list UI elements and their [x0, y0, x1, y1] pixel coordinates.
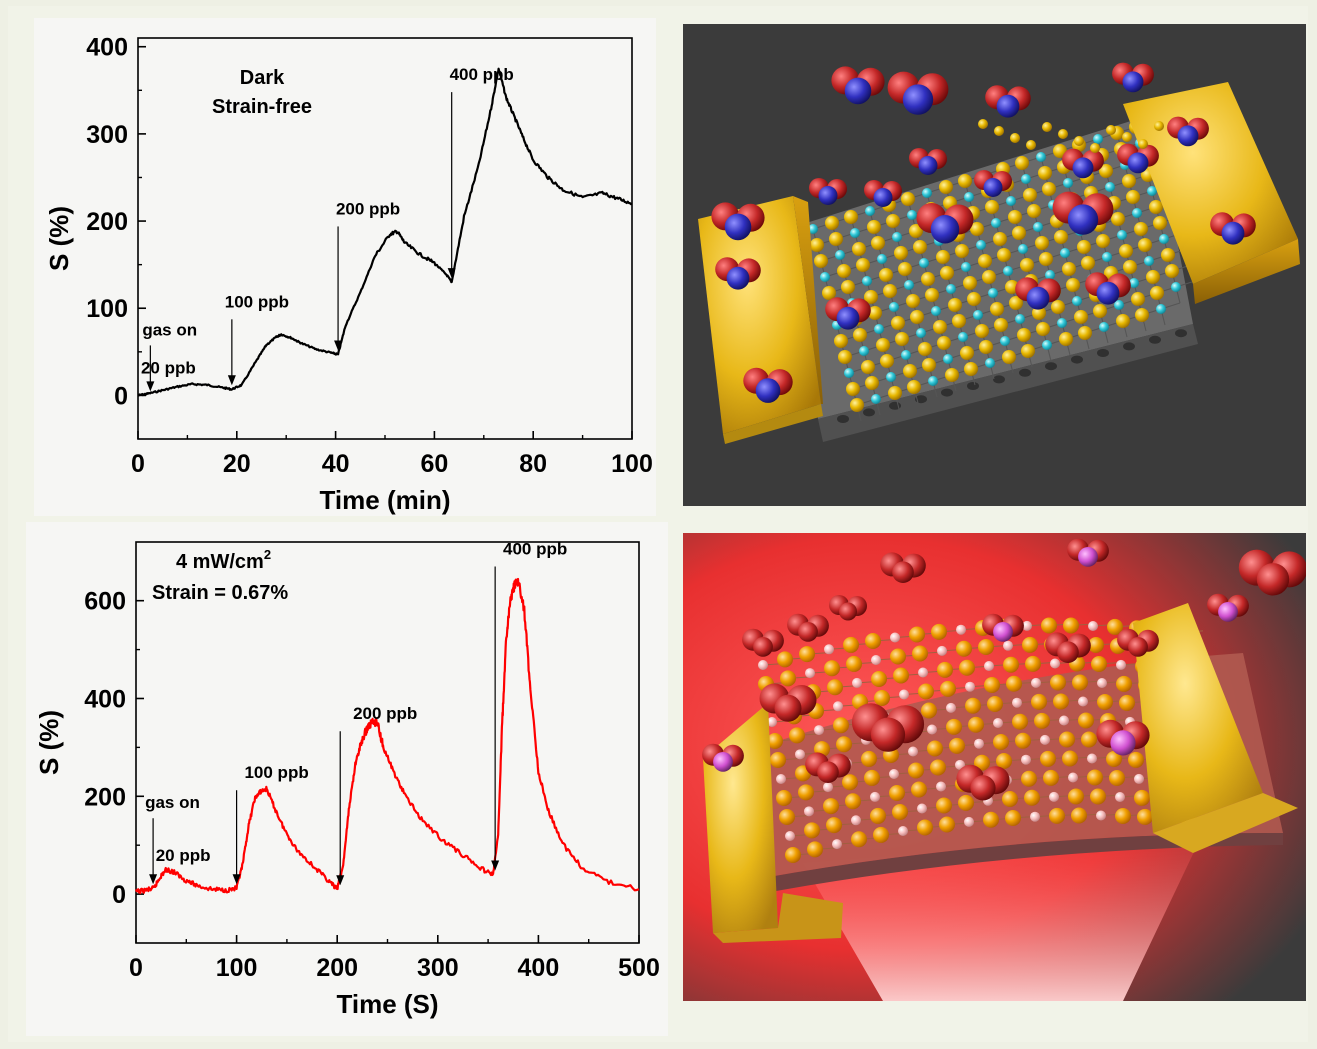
condition-label: Dark	[240, 67, 285, 89]
no2-molecule	[985, 85, 1031, 118]
right-electrode	[1123, 82, 1300, 304]
annotation-label: 100 ppb	[225, 292, 289, 311]
no2-molecule	[1238, 549, 1306, 596]
no2-molecule	[711, 202, 765, 241]
x-tick-label: 100	[216, 954, 258, 982]
right-electrode	[1133, 603, 1298, 853]
condition-label: 4 mW/cm2	[176, 547, 271, 573]
no2-molecule	[974, 170, 1012, 197]
no2-molecule	[1085, 272, 1131, 305]
no2-molecule	[743, 367, 793, 403]
sensor-dark-illustration	[683, 24, 1306, 506]
x-tick-label: 0	[131, 450, 145, 478]
no2-molecule	[831, 66, 885, 105]
no2-molecule	[1207, 593, 1249, 622]
annotation-label: 400 ppb	[450, 65, 514, 84]
no2-molecule	[809, 178, 847, 205]
series-line	[137, 67, 633, 397]
no2-molecule	[851, 703, 925, 752]
annotation-arrowhead	[336, 875, 345, 886]
no2-molecule	[715, 257, 761, 290]
x-tick-label: 500	[618, 954, 660, 982]
y-tick-label: 0	[112, 881, 126, 909]
y-tick-label: 200	[86, 208, 128, 236]
no2-molecule	[1112, 62, 1154, 93]
x-tick-label: 80	[519, 450, 547, 478]
y-tick-label: 400	[86, 34, 128, 62]
x-tick-label: 0	[129, 954, 143, 982]
annotation-label: 200 ppb	[336, 199, 400, 218]
annotation-label: 20 ppb	[156, 846, 211, 865]
chart-dark-strain-free: 0 20 40 60 80 100 0 100 200 300 400 Time (min) S (%)…	[44, 34, 653, 515]
x-axis-title: Time (min)	[320, 485, 451, 515]
y-tick-label: 300	[86, 121, 128, 149]
annotation-arrowhead	[227, 375, 236, 386]
x-tick-label: 400	[518, 954, 560, 982]
no2-molecule	[880, 552, 926, 583]
y-tick-label: 600	[84, 588, 126, 616]
no2-molecule	[1096, 719, 1150, 756]
x-tick-label: 300	[417, 954, 459, 982]
no2-molecule	[1117, 143, 1159, 174]
no2-molecule	[982, 613, 1024, 642]
no2-molecule	[916, 203, 974, 244]
y-tick-label: 100	[86, 295, 128, 323]
no2-molecule	[956, 764, 1010, 801]
annotation-arrowhead	[146, 381, 155, 392]
x-tick-label: 60	[420, 450, 448, 478]
no2-molecule	[864, 180, 902, 207]
series-line	[134, 577, 640, 895]
no2-molecule	[787, 613, 829, 642]
no2-molecule	[1045, 632, 1091, 663]
annotation-label: 400 ppb	[503, 540, 567, 559]
x-axis-title: Time (S)	[336, 989, 438, 1019]
no2-molecule	[1210, 212, 1256, 245]
light-beam	[803, 833, 1203, 1001]
no2-molecule	[1052, 191, 1114, 235]
condition-label: Strain-free	[212, 96, 312, 118]
no2-molecule	[1015, 277, 1061, 310]
annotation-arrowhead	[149, 874, 158, 885]
y-axis-title: S (%)	[34, 710, 64, 775]
annotation-label: 200 ppb	[353, 704, 417, 723]
left-electrode	[698, 196, 823, 444]
no2-molecule	[742, 628, 784, 657]
no2-molecule	[829, 595, 867, 621]
no2-molecule	[759, 683, 817, 722]
annotation-label: 20 ppb	[141, 358, 196, 377]
x-tick-label: 100	[611, 450, 653, 478]
condition-label: Strain = 0.67%	[152, 582, 288, 604]
y-tick-label: 200	[84, 783, 126, 811]
x-tick-label: 200	[316, 954, 358, 982]
annotation-arrowhead	[491, 860, 500, 871]
annotation-label: 100 ppb	[244, 763, 308, 782]
y-tick-label: 400	[84, 685, 126, 713]
no2-molecule	[1062, 148, 1104, 179]
annotation-arrowhead	[334, 340, 343, 351]
no2-molecule	[1167, 116, 1209, 147]
annotation-arrowhead	[232, 874, 241, 885]
x-tick-label: 40	[322, 450, 350, 478]
x-tick-label: 20	[223, 450, 251, 478]
no2-molecule	[805, 752, 851, 783]
chart-illuminated-strained: 0 100 200 300 400 500 0 200 400 600 Time (S) S (%) 4…	[34, 540, 660, 1019]
no2-molecule	[702, 743, 744, 772]
no2-molecule	[887, 71, 949, 115]
chart-panel-illuminated: 0 100 200 300 400 500 0 200 400 600 Time (S) S (%) 4…	[26, 522, 668, 1036]
no2-molecule	[1067, 538, 1109, 567]
no2-molecule	[909, 148, 947, 175]
no2-molecule	[825, 297, 871, 330]
annotation-label: gas on	[142, 320, 197, 339]
y-axis-title: S (%)	[44, 206, 74, 271]
no2-molecule	[1117, 628, 1159, 657]
chart-panel-dark: 0 20 40 60 80 100 0 100 200 300 400 Time (min) S (%)…	[34, 18, 656, 516]
annotation-label: gas on	[145, 793, 200, 812]
sensor-illuminated-illustration	[683, 533, 1306, 1001]
y-tick-label: 0	[114, 382, 128, 410]
annotation-arrowhead	[447, 268, 456, 279]
